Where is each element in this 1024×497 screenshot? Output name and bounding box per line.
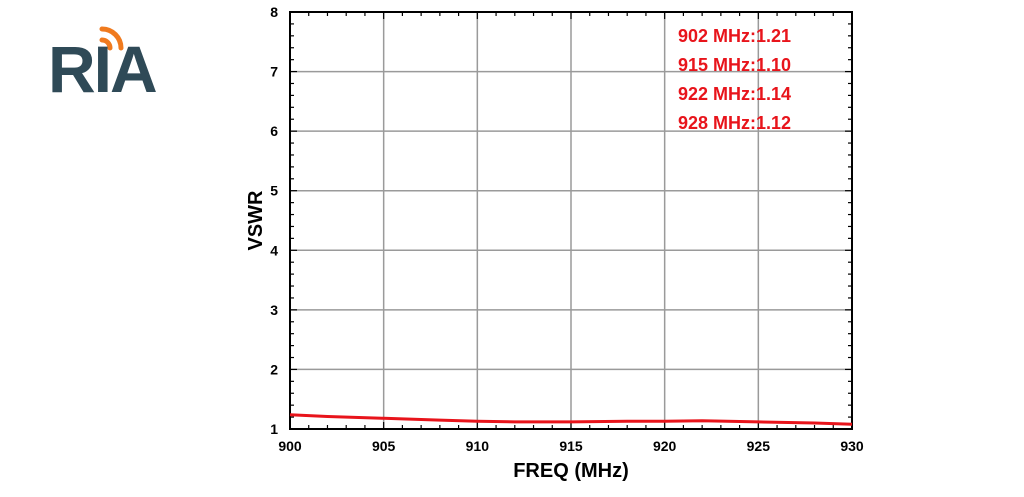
grid bbox=[290, 12, 852, 429]
series-layer bbox=[289, 413, 853, 426]
y-tick-label: 2 bbox=[270, 361, 278, 377]
y-tick-label: 4 bbox=[270, 242, 278, 258]
x-tick-label: 930 bbox=[840, 438, 864, 454]
x-axis-label: FREQ (MHz) bbox=[513, 460, 629, 482]
y-tick-label: 7 bbox=[270, 64, 278, 80]
annotations: 902 MHz:1.21 915 MHz:1.10 922 MHz:1.14 928 … bbox=[678, 26, 791, 133]
ria-logo: RIA bbox=[48, 26, 158, 104]
tick-labels: 900 905 910 915 920 925 930 1 2 3 4 5 6 7 8 bbox=[270, 4, 864, 454]
y-axis-label: VSWR bbox=[245, 190, 267, 251]
logo-text: RIA bbox=[48, 32, 156, 104]
vswr-series-line bbox=[289, 413, 853, 426]
y-tick-label: 3 bbox=[270, 302, 278, 318]
y-tick-label: 8 bbox=[270, 4, 278, 20]
annotation-label: 915 MHz:1.10 bbox=[678, 55, 791, 75]
x-tick-label: 920 bbox=[653, 438, 677, 454]
x-tick-label: 915 bbox=[559, 438, 583, 454]
annotation-label: 922 MHz:1.14 bbox=[678, 84, 791, 104]
x-tick-label: 905 bbox=[372, 438, 396, 454]
x-tick-label: 925 bbox=[747, 438, 771, 454]
y-tick-label: 5 bbox=[270, 183, 278, 199]
annotation-label: 902 MHz:1.21 bbox=[678, 26, 791, 46]
y-tick-label: 1 bbox=[270, 421, 278, 437]
annotation-label: 928 MHz:1.12 bbox=[678, 113, 791, 133]
plot-frame bbox=[289, 11, 853, 430]
x-tick-label: 900 bbox=[278, 438, 302, 454]
y-tick-label: 6 bbox=[270, 123, 278, 139]
signal-waves-icon bbox=[99, 26, 124, 51]
x-tick-label: 910 bbox=[466, 438, 490, 454]
